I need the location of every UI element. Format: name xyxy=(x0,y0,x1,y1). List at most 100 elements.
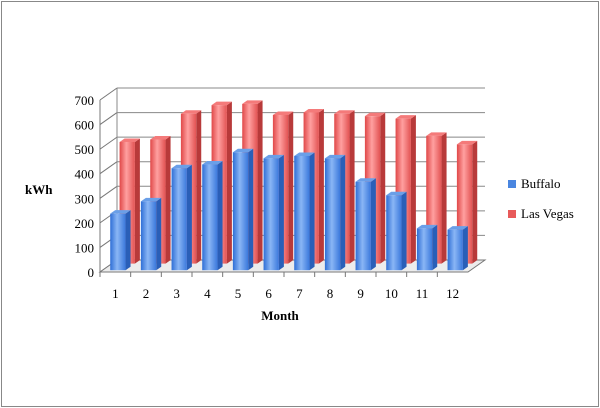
bar-top xyxy=(140,197,162,202)
y-tick-label: 200 xyxy=(75,216,95,231)
bar-top xyxy=(272,111,294,115)
y-tick-label: 400 xyxy=(75,167,95,182)
bar-buffalo xyxy=(447,226,468,271)
bar-top xyxy=(119,138,140,142)
y-tick-label: 700 xyxy=(75,93,95,108)
bar-side xyxy=(278,154,284,271)
bar-top xyxy=(355,178,376,182)
bar-side xyxy=(349,110,355,264)
x-tick-label: 12 xyxy=(446,286,459,301)
bar-buffalo xyxy=(416,224,438,271)
bar-top xyxy=(364,112,386,117)
bar-buffalo xyxy=(171,164,192,271)
bar-buffalo xyxy=(386,191,407,271)
legend-swatch xyxy=(508,210,516,218)
bar-top xyxy=(242,100,263,104)
bar-top xyxy=(263,154,284,159)
bar-side xyxy=(186,164,192,271)
x-tick-label: 1 xyxy=(112,286,119,301)
bar-side xyxy=(125,210,131,271)
y-axis-label: kWh xyxy=(25,182,53,197)
x-tick-label: 11 xyxy=(416,286,429,301)
bar-buffalo xyxy=(355,178,376,271)
bar-side xyxy=(217,161,223,271)
x-tick-label: 6 xyxy=(265,286,272,301)
bar-side xyxy=(318,108,324,264)
bar-side xyxy=(401,191,407,271)
gridline-side xyxy=(99,185,118,199)
x-tick-label: 8 xyxy=(327,286,334,301)
bar-buffalo xyxy=(110,210,131,271)
bar-buffalo xyxy=(324,154,346,271)
bar-face xyxy=(447,229,463,271)
bar-face xyxy=(294,155,310,271)
bar-side xyxy=(226,101,232,264)
bar-face xyxy=(416,228,433,271)
bar-side xyxy=(156,197,162,271)
bar-side xyxy=(380,112,386,264)
bar-buffalo xyxy=(294,152,315,271)
bar-top xyxy=(202,161,223,165)
bar-buffalo xyxy=(202,161,223,271)
bar-side xyxy=(441,132,447,264)
x-tick-label: 5 xyxy=(235,286,242,301)
bar-side xyxy=(248,148,254,271)
gridline-side xyxy=(99,136,118,150)
gridline-side xyxy=(99,161,118,175)
bar-face xyxy=(355,181,371,271)
bar-buffalo xyxy=(263,154,284,271)
bar-top xyxy=(416,224,438,229)
bar-top xyxy=(171,164,192,169)
y-tick-label: 300 xyxy=(75,191,95,206)
x-tick-label: 3 xyxy=(173,286,180,301)
x-tick-label: 2 xyxy=(143,286,150,301)
y-tick-label: 500 xyxy=(75,142,95,157)
bar-side xyxy=(309,152,315,271)
bar-side xyxy=(257,100,263,264)
bar-side xyxy=(472,140,478,264)
x-tick-label: 7 xyxy=(296,286,303,301)
y-tick-label: 0 xyxy=(88,265,95,280)
bar-top xyxy=(456,140,478,145)
legend-swatch xyxy=(508,180,516,188)
bar-face xyxy=(140,201,157,271)
bar-face xyxy=(232,152,249,271)
bar-top xyxy=(110,210,131,214)
bar-top xyxy=(303,108,324,113)
bar-top xyxy=(386,191,407,196)
x-axis-label: Month xyxy=(261,308,299,323)
bar-face xyxy=(263,158,279,271)
bar-face xyxy=(386,195,402,271)
y-tick-label: 600 xyxy=(75,118,95,133)
y-tick-label: 100 xyxy=(75,240,95,255)
bar-buffalo xyxy=(140,197,162,271)
bar-side xyxy=(165,136,171,264)
bar-top xyxy=(447,226,468,230)
bar-side xyxy=(462,226,468,271)
legend-label: Buffalo xyxy=(521,176,560,191)
x-tick-label: 9 xyxy=(357,286,364,301)
bar-top xyxy=(232,148,254,153)
gridline-side xyxy=(99,87,118,101)
bar-top xyxy=(294,152,315,156)
bar-top xyxy=(334,110,355,114)
bar-side xyxy=(134,138,140,264)
bar-top xyxy=(395,115,416,119)
bar-side xyxy=(432,224,438,271)
bar-face xyxy=(110,213,126,271)
bar-face xyxy=(324,158,341,271)
bar-side xyxy=(370,178,376,271)
bar-side xyxy=(196,110,202,264)
legend-label: Las Vegas xyxy=(521,206,574,221)
bar-top xyxy=(324,154,346,159)
x-tick-label: 4 xyxy=(204,286,211,301)
bar-top xyxy=(211,101,232,106)
bar-side xyxy=(410,115,416,264)
bar-top xyxy=(150,136,171,140)
bar-face xyxy=(171,168,187,271)
bar-face xyxy=(202,164,218,271)
bar-top xyxy=(426,132,447,136)
